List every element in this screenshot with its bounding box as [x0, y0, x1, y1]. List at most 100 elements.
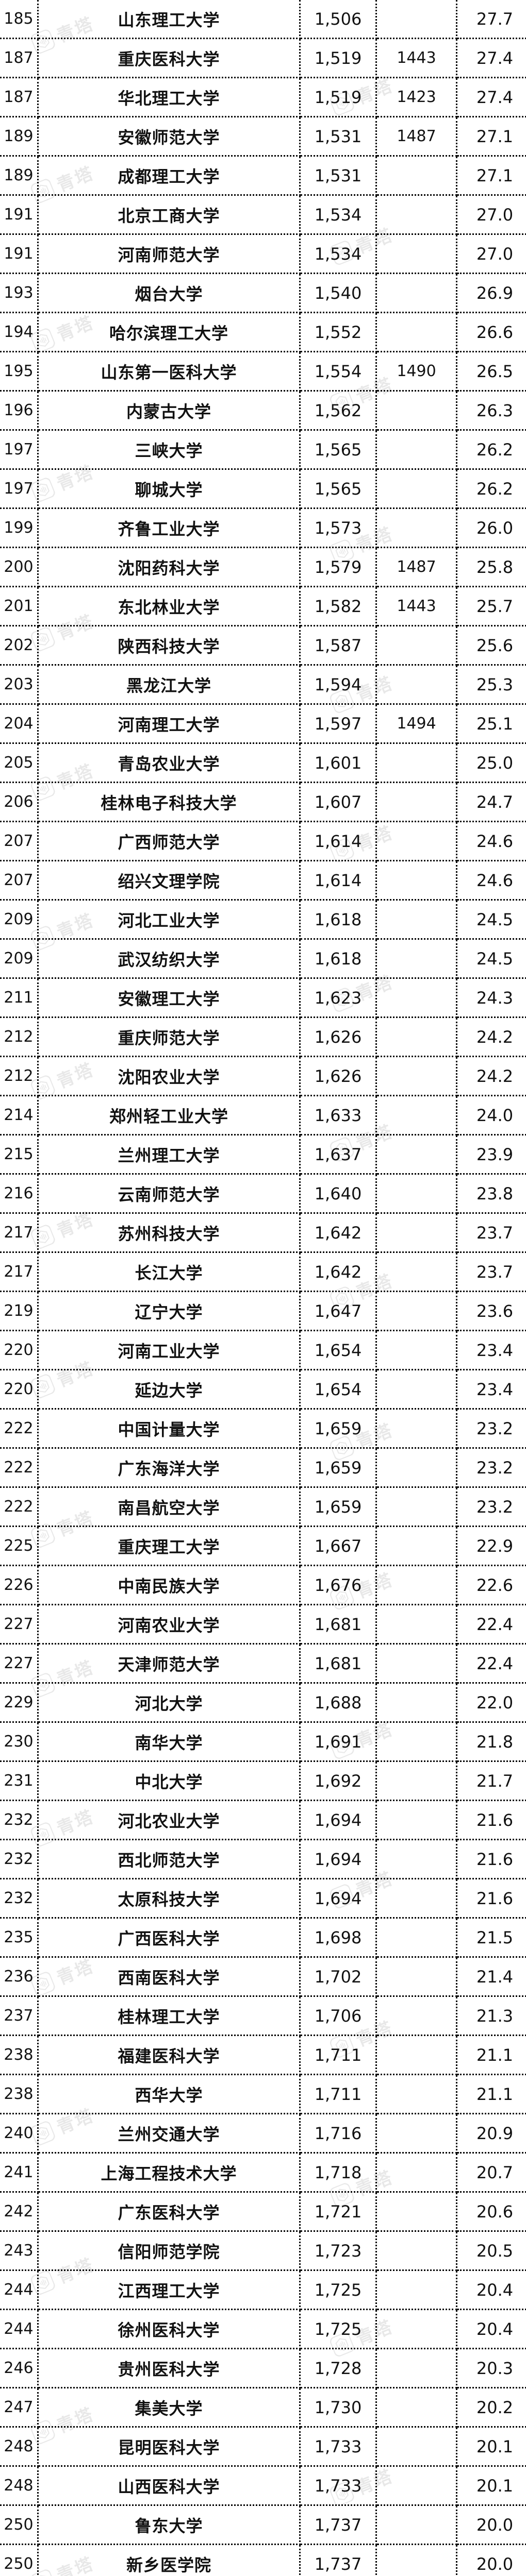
cell-university-name: 东北林业大学 [38, 586, 301, 626]
cell-university-name: 福建医科大学 [38, 2035, 301, 2075]
cell-score: 24.6 [456, 860, 526, 901]
cell-value-1: 1,623 [300, 978, 377, 1018]
cell-value-1: 1,647 [300, 1291, 377, 1331]
cell-score: 25.8 [456, 547, 526, 587]
cell-rank: 216 [0, 1174, 39, 1214]
table-row: 212 重庆师范大学 1,626 24.2 [0, 1017, 526, 1057]
cell-value-2 [376, 821, 457, 861]
table-row: 201 东北林业大学 1,582 1443 25.7 [0, 586, 526, 626]
cell-university-name: 河北工业大学 [38, 900, 301, 940]
cell-score: 23.2 [456, 1409, 526, 1449]
cell-score: 27.1 [456, 156, 526, 196]
cell-score: 23.2 [456, 1487, 526, 1527]
cell-score: 24.3 [456, 978, 526, 1018]
cell-university-name: 贵州医科大学 [38, 2348, 301, 2388]
cell-rank: 219 [0, 1291, 39, 1331]
cell-value-1: 1,640 [300, 1174, 377, 1214]
cell-value-2 [376, 2270, 457, 2310]
cell-university-name: 西北师范大学 [38, 1839, 301, 1879]
cell-rank: 231 [0, 1761, 39, 1801]
cell-rank: 207 [0, 821, 39, 861]
cell-value-2 [376, 1330, 457, 1370]
cell-value-2 [376, 1487, 457, 1527]
cell-university-name: 河南师范大学 [38, 234, 301, 274]
cell-university-name: 内蒙古大学 [38, 391, 301, 431]
cell-score: 27.7 [456, 0, 526, 39]
cell-value-2 [376, 2113, 457, 2154]
cell-rank: 243 [0, 2231, 39, 2271]
cell-rank: 241 [0, 2153, 39, 2193]
cell-value-2 [376, 782, 457, 822]
cell-value-2: 1487 [376, 116, 457, 157]
table-row: 231 中北大学 1,692 21.7 [0, 1761, 526, 1801]
cell-score: 20.5 [456, 2231, 526, 2271]
cell-value-2 [376, 1409, 457, 1449]
cell-rank: 212 [0, 1056, 39, 1096]
cell-university-name: 辽宁大学 [38, 1291, 301, 1331]
cell-university-name: 山西医科大学 [38, 2466, 301, 2506]
cell-value-2 [376, 2192, 457, 2232]
table-row: 247 集美大学 1,730 20.2 [0, 2387, 526, 2428]
cell-rank: 232 [0, 1800, 39, 1840]
table-row: 236 西南医科大学 1,702 21.4 [0, 1957, 526, 1997]
cell-value-2 [376, 1643, 457, 1684]
cell-value-1: 1,579 [300, 547, 377, 587]
table-row: 193 烟台大学 1,540 26.9 [0, 273, 526, 313]
cell-value-2 [376, 2466, 457, 2506]
cell-value-1: 1,659 [300, 1487, 377, 1527]
cell-value-2: 1443 [376, 586, 457, 626]
cell-score: 21.5 [456, 1918, 526, 1958]
cell-score: 23.4 [456, 1369, 526, 1410]
cell-score: 23.2 [456, 1448, 526, 1488]
cell-value-2 [376, 1174, 457, 1214]
table-row: 209 河北工业大学 1,618 24.5 [0, 900, 526, 940]
cell-value-2 [376, 1526, 457, 1566]
cell-rank: 229 [0, 1683, 39, 1723]
cell-university-name: 云南师范大学 [38, 1174, 301, 1214]
cell-score: 27.0 [456, 195, 526, 235]
cell-rank: 250 [0, 2505, 39, 2545]
cell-value-2 [376, 1134, 457, 1175]
cell-university-name: 烟台大学 [38, 273, 301, 313]
cell-value-1: 1,692 [300, 1761, 377, 1801]
cell-rank: 214 [0, 1095, 39, 1136]
cell-score: 20.0 [456, 2544, 526, 2576]
table-row: 244 江西理工大学 1,725 20.4 [0, 2270, 526, 2310]
cell-value-1: 1,723 [300, 2231, 377, 2271]
cell-score: 24.5 [456, 900, 526, 940]
cell-rank: 232 [0, 1839, 39, 1879]
cell-rank: 211 [0, 978, 39, 1018]
cell-value-2 [376, 1017, 457, 1057]
cell-value-2 [376, 665, 457, 705]
table-row: 242 广东医科大学 1,721 20.6 [0, 2192, 526, 2232]
cell-university-name: 鲁东大学 [38, 2505, 301, 2545]
cell-value-1: 1,728 [300, 2348, 377, 2388]
table-row: 206 桂林电子科技大学 1,607 24.7 [0, 782, 526, 822]
cell-score: 21.8 [456, 1722, 526, 1762]
cell-score: 21.7 [456, 1761, 526, 1801]
cell-rank: 242 [0, 2192, 39, 2232]
table-row: 227 河南农业大学 1,681 22.4 [0, 1604, 526, 1645]
cell-value-1: 1,618 [300, 900, 377, 940]
cell-university-name: 哈尔滨理工大学 [38, 312, 301, 352]
cell-score: 26.9 [456, 273, 526, 313]
cell-value-2 [376, 2427, 457, 2467]
cell-value-2 [376, 2153, 457, 2193]
cell-university-name: 郑州轻工业大学 [38, 1095, 301, 1136]
cell-score: 21.3 [456, 1996, 526, 2036]
table-row: 217 苏州科技大学 1,642 23.7 [0, 1213, 526, 1253]
cell-university-name: 太原科技大学 [38, 1878, 301, 1919]
cell-rank: 248 [0, 2427, 39, 2467]
cell-rank: 235 [0, 1918, 39, 1958]
cell-score: 20.9 [456, 2113, 526, 2154]
cell-rank: 248 [0, 2466, 39, 2506]
cell-rank: 206 [0, 782, 39, 822]
cell-score: 26.2 [456, 469, 526, 509]
cell-rank: 238 [0, 2074, 39, 2114]
cell-value-2 [376, 156, 457, 196]
cell-value-1: 1,718 [300, 2153, 377, 2193]
cell-score: 22.6 [456, 1565, 526, 1605]
table-row: 215 兰州理工大学 1,637 23.9 [0, 1134, 526, 1175]
